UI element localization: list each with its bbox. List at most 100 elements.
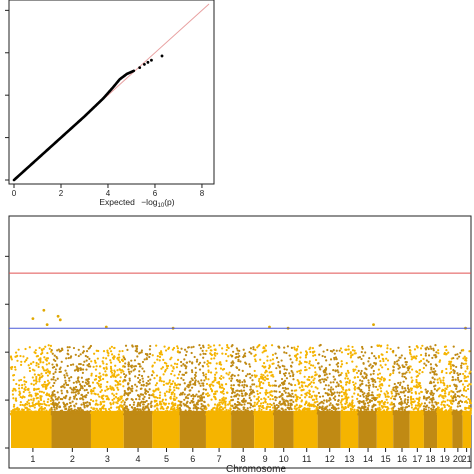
manhattan-point	[469, 411, 472, 415]
manhattan-point	[240, 399, 244, 403]
manhattan-point	[446, 384, 449, 387]
manhattan-point	[230, 377, 234, 380]
manhattan-point	[468, 372, 471, 375]
manhattan-point	[145, 381, 148, 385]
manhattan-point	[85, 349, 89, 353]
manhattan-point	[338, 391, 341, 394]
manhattan-point	[405, 403, 408, 406]
manhattan-point	[155, 382, 159, 385]
manhattan-point	[375, 385, 378, 389]
manhattan-point	[182, 402, 185, 405]
manhattan-point	[278, 413, 281, 416]
manhattan-point	[258, 377, 261, 381]
manhattan-point	[116, 413, 119, 416]
manhattan-point	[163, 361, 167, 364]
manhattan-point	[241, 384, 244, 387]
manhattan-point	[22, 408, 25, 411]
manhattan-point	[450, 406, 453, 409]
manhattan-point	[50, 408, 53, 411]
manhattan-point	[463, 355, 466, 358]
manhattan-point	[152, 390, 156, 393]
manhattan-point	[376, 411, 379, 414]
manhattan-point	[295, 348, 299, 351]
manhattan-point	[353, 404, 356, 407]
manhattan-point	[224, 404, 227, 407]
manhattan-point	[432, 392, 435, 395]
manhattan-point	[343, 397, 347, 400]
manhattan-point	[189, 383, 192, 386]
qq-point	[150, 58, 153, 62]
manhattan-point	[241, 413, 244, 416]
manhattan-point	[218, 386, 222, 389]
manhattan-point	[298, 396, 302, 399]
manhattan-point	[44, 403, 47, 406]
manhattan-point	[67, 356, 70, 360]
manhattan-point	[70, 391, 73, 394]
manhattan-point	[148, 352, 152, 356]
manhattan-point	[457, 400, 461, 404]
manhattan-point	[289, 406, 292, 409]
manhattan-point	[127, 388, 130, 391]
manhattan-point	[430, 389, 433, 393]
qq-x-tick-label: 8	[200, 189, 205, 198]
manhattan-point	[332, 369, 335, 372]
manhattan-point	[319, 401, 323, 404]
manhattan-point	[227, 412, 230, 416]
manhattan-point	[90, 406, 93, 409]
manhattan-point	[192, 400, 195, 403]
manhattan-point	[378, 393, 382, 396]
manhattan-point	[312, 381, 316, 384]
manhattan-point	[50, 350, 53, 353]
manhattan-point	[22, 355, 25, 358]
manhattan-point	[415, 370, 418, 373]
manhattan-dense-band	[317, 410, 341, 448]
manhattan-point	[456, 353, 459, 356]
manhattan-point	[415, 380, 418, 384]
manhattan-point	[332, 397, 335, 400]
manhattan-point	[252, 346, 255, 349]
manhattan-point	[85, 388, 88, 392]
manhattan-point	[300, 389, 303, 392]
manhattan-point	[448, 412, 451, 415]
manhattan-point	[213, 376, 216, 379]
manhattan-point	[404, 372, 407, 375]
manhattan-point	[90, 360, 93, 363]
manhattan-point	[336, 365, 340, 368]
manhattan-point	[242, 386, 246, 389]
manhattan-point	[288, 354, 291, 357]
manhattan-point	[167, 413, 170, 416]
manhattan-point	[408, 390, 411, 393]
manhattan-point	[214, 390, 217, 393]
manhattan-point	[238, 384, 241, 387]
manhattan-point	[454, 384, 457, 387]
manhattan-point	[432, 396, 435, 399]
manhattan-point	[300, 362, 303, 365]
manhattan-point	[125, 374, 128, 377]
manhattan-point	[110, 412, 113, 415]
manhattan-point	[40, 403, 44, 406]
manhattan-point	[38, 402, 41, 406]
manhattan-point	[324, 384, 328, 387]
manhattan-point	[323, 355, 327, 358]
manhattan-point	[294, 394, 297, 397]
manhattan-point	[160, 353, 164, 356]
manhattan-point	[444, 392, 447, 395]
manhattan-point	[290, 403, 293, 406]
manhattan-point	[161, 400, 164, 403]
manhattan-point	[271, 362, 274, 365]
manhattan-point	[179, 403, 182, 406]
manhattan-point	[269, 359, 272, 362]
manhattan-point	[157, 387, 160, 390]
manhattan-point	[119, 409, 122, 412]
manhattan-point	[104, 389, 107, 392]
manhattan-dense-band	[340, 410, 359, 448]
manhattan-point	[192, 383, 195, 386]
manhattan-point	[89, 344, 93, 348]
manhattan-point	[436, 378, 439, 381]
manhattan-point	[232, 350, 235, 353]
manhattan-point	[352, 383, 356, 387]
manhattan-point	[297, 406, 300, 409]
manhattan-point	[415, 407, 418, 410]
manhattan-point	[164, 403, 167, 406]
manhattan-point	[32, 383, 36, 386]
